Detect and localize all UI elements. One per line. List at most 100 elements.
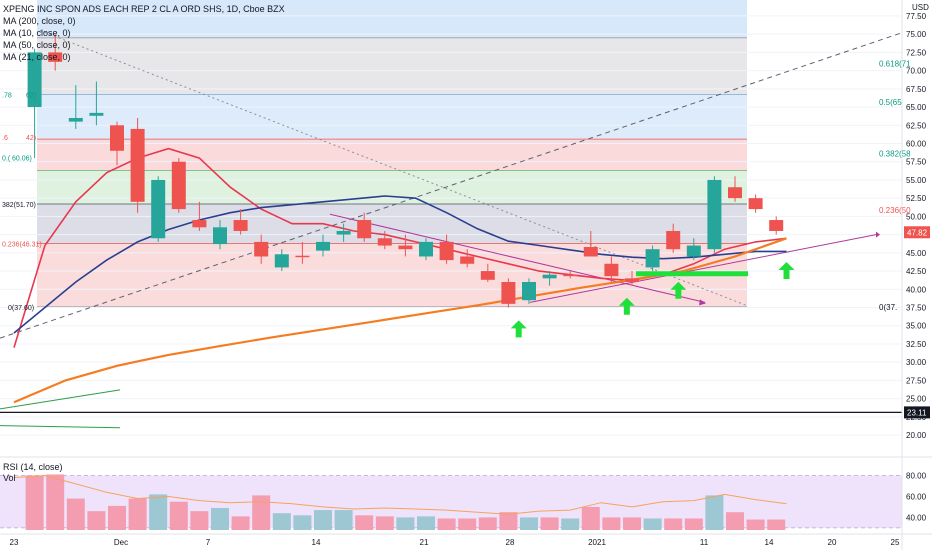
volume-bar xyxy=(149,494,168,530)
volume-bar xyxy=(108,505,126,530)
currency-label: USD xyxy=(912,3,929,12)
volume-label[interactable]: Vol xyxy=(3,473,16,483)
time-axis[interactable]: 23 Dec 7 14 21 28 2021 11 14 20 25 xyxy=(0,533,932,547)
candle-body xyxy=(522,281,536,301)
fibonacci-labels: 0.618(71 0.5(65 0.382(58 0.236(50 0(37. .78 62… xyxy=(2,59,911,311)
trend-line-purple-up xyxy=(529,234,877,303)
time-tick-label: 23 xyxy=(10,538,19,547)
price-tick-label: 75.00 xyxy=(906,30,927,39)
candle-body xyxy=(583,247,598,257)
price-tick-label: 35.00 xyxy=(906,322,927,331)
trendlines xyxy=(0,30,903,429)
price-tick-label: 50.00 xyxy=(906,212,927,221)
candle-body xyxy=(316,241,330,251)
dotted-trend-line-falling xyxy=(39,30,749,307)
candle-body xyxy=(480,271,495,280)
chart-title[interactable]: XPENG INC SPON ADS EACH REP 2 CL A ORD S… xyxy=(3,4,285,14)
price-tick-label: 37.50 xyxy=(906,304,927,313)
volume-bar xyxy=(231,516,250,530)
candle-body xyxy=(27,52,42,108)
price-tick-label: 57.50 xyxy=(906,158,927,167)
fib-label-right: 0(37. xyxy=(879,303,897,312)
price-tick-label: 25.00 xyxy=(906,395,927,404)
fib-label-left: 62) xyxy=(26,93,36,100)
fib-zone-blue xyxy=(37,94,747,140)
annotations xyxy=(510,262,795,338)
fib-label-left: 60.06) xyxy=(12,155,32,162)
volume-bar xyxy=(520,517,538,530)
price-tick-label: 30.00 xyxy=(906,358,927,367)
volume-bar xyxy=(396,517,415,530)
candle-body xyxy=(68,117,83,122)
rsi-tick-label: 40.00 xyxy=(906,513,927,522)
time-tick-label: 7 xyxy=(206,538,211,547)
fib-zone-pink-lower xyxy=(37,243,747,307)
rsi-label[interactable]: RSI (14, close) xyxy=(3,462,63,472)
volume-bar xyxy=(623,517,641,530)
candle-body xyxy=(419,241,433,257)
volume-bar xyxy=(211,507,229,530)
legend-ma-50[interactable]: MA (50, close, 0) xyxy=(3,40,71,50)
candle-body xyxy=(686,245,701,257)
volume-bar xyxy=(684,518,703,530)
price-tick-label: 27.50 xyxy=(906,376,927,385)
volume-bar xyxy=(726,512,744,530)
price-tick-label: 32.50 xyxy=(906,340,927,349)
volume-bar xyxy=(705,495,724,530)
candle-body xyxy=(666,230,681,250)
legend-ma-21[interactable]: MA (21, close, 0) xyxy=(3,52,71,62)
fib-zone-pink-upper xyxy=(37,139,747,171)
volume-bar xyxy=(314,510,332,530)
gridlines xyxy=(0,15,902,436)
green-ray-upper xyxy=(0,389,121,410)
volume-bar xyxy=(128,498,147,530)
candle-body xyxy=(728,187,742,199)
candle-body xyxy=(460,256,475,264)
candle-body xyxy=(563,274,578,277)
time-tick-label: Dec xyxy=(114,538,128,547)
price-tick-label: 67.50 xyxy=(906,85,927,94)
fib-zone-slate xyxy=(37,203,747,244)
fib-label-right: 0.382(58 xyxy=(879,150,911,159)
volume-bar xyxy=(293,515,312,530)
candle-body xyxy=(130,128,145,202)
candle-body xyxy=(192,220,207,228)
time-tick-label: 28 xyxy=(506,538,515,547)
volume-bar xyxy=(355,515,374,530)
volume-bar xyxy=(664,518,683,530)
fib-label-left: 382(51.70) xyxy=(2,202,36,209)
volume-bar xyxy=(437,518,456,530)
candle-body xyxy=(151,179,166,239)
price-tick-label: 77.50 xyxy=(906,12,927,21)
price-tick-label: 42.50 xyxy=(906,267,927,276)
volume-bar xyxy=(417,516,435,530)
volume-bar xyxy=(643,518,662,530)
fib-label-left: .78 xyxy=(2,93,12,100)
trend-arrowhead xyxy=(876,231,880,238)
legend-ma-10[interactable]: MA (10, close, 0) xyxy=(3,28,71,38)
legend-ma-200[interactable]: MA (200, close, 0) xyxy=(3,16,76,26)
candle-body xyxy=(398,245,413,250)
price-tick-label: 55.00 xyxy=(906,176,927,185)
fib-label-right: 0.236(50 xyxy=(879,206,911,215)
volume-bar xyxy=(581,506,600,530)
candle-body xyxy=(233,220,248,231)
candle-body xyxy=(542,274,557,279)
candle-body xyxy=(769,220,784,231)
volume-bar xyxy=(499,512,518,530)
volume-bar xyxy=(767,519,786,530)
candle-body xyxy=(89,112,104,116)
green-ray-lower xyxy=(0,425,121,429)
rsi-pane xyxy=(0,456,932,530)
candle-body xyxy=(748,198,763,210)
volume-bar xyxy=(66,498,85,530)
volume-bar xyxy=(87,511,106,530)
chart-legend: XPENG INC SPON ADS EACH REP 2 CL A ORD S… xyxy=(3,3,285,63)
up-arrow-icon xyxy=(618,297,635,315)
rsi-legend: RSI (14, close) Vol xyxy=(3,462,63,484)
candle-body xyxy=(645,249,660,268)
trend-line-purple-down xyxy=(329,213,706,303)
